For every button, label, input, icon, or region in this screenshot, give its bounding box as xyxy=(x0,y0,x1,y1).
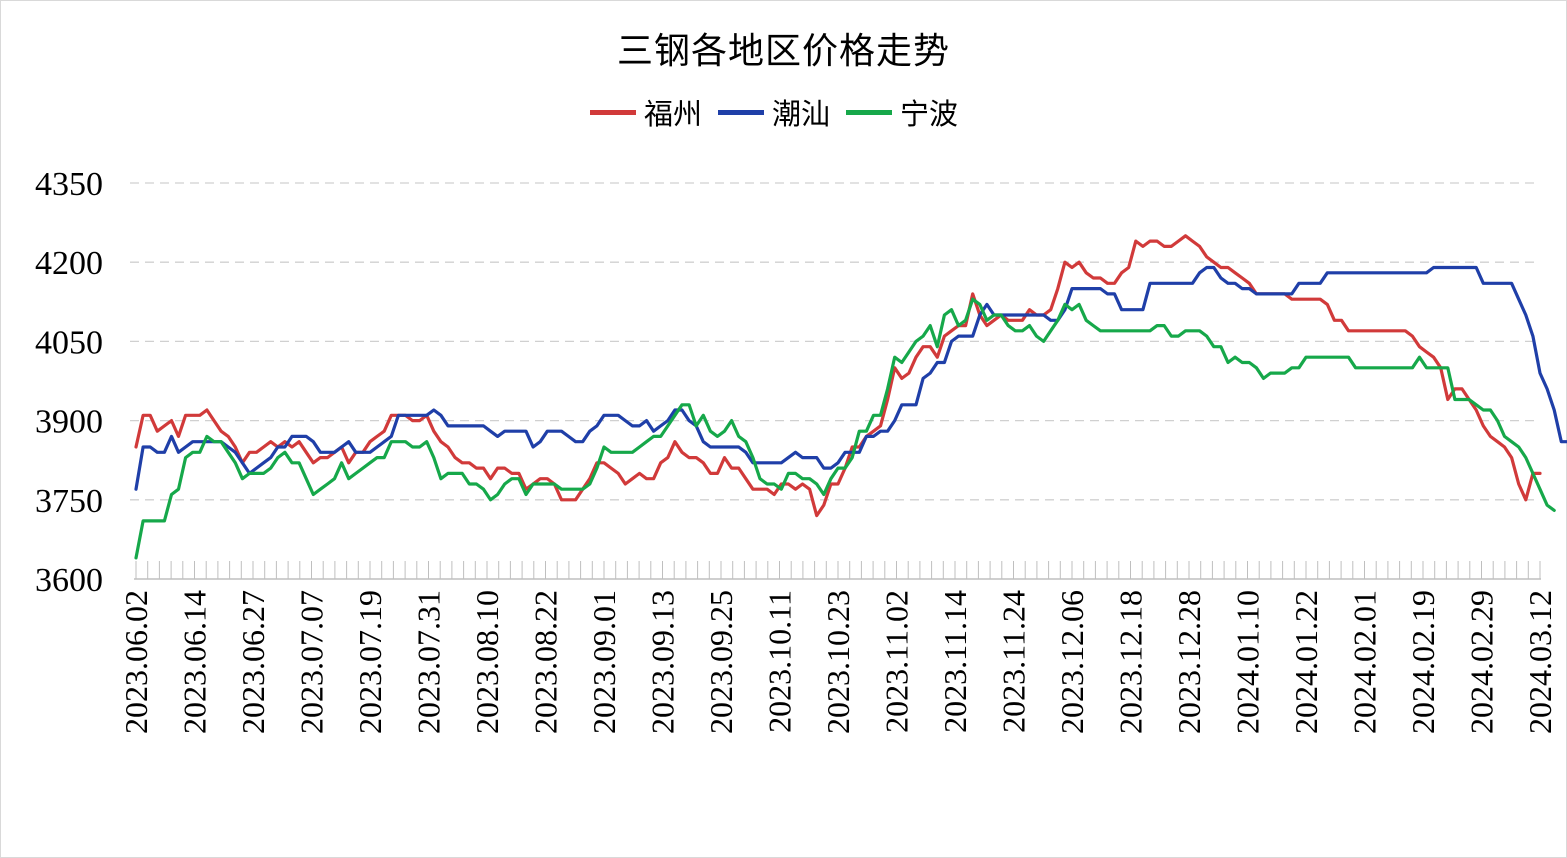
x-tick-label: 2024.02.29 xyxy=(1464,590,1500,734)
y-tick-label: 3600 xyxy=(35,562,103,599)
legend-swatch xyxy=(718,109,765,115)
y-tick-label: 3900 xyxy=(35,404,103,441)
x-tick-label: 2023.12.06 xyxy=(1054,590,1090,734)
x-tick-label: 2023.10.11 xyxy=(762,590,798,733)
series-line xyxy=(134,297,1556,560)
y-tick-label: 3750 xyxy=(35,483,103,520)
series-line xyxy=(134,265,1567,491)
x-tick-label: 2023.10.23 xyxy=(820,590,856,734)
x-tick-label: 2023.06.02 xyxy=(118,590,154,734)
y-tick-label: 4350 xyxy=(35,166,103,203)
series-line xyxy=(134,234,1542,518)
x-tick-label: 2024.01.10 xyxy=(1230,590,1266,734)
x-tick-label: 2023.11.14 xyxy=(937,590,973,733)
x-tick-label: 2023.08.10 xyxy=(469,590,505,734)
legend-label: 福州 xyxy=(644,97,703,131)
x-tick-label: 2024.03.12 xyxy=(1522,590,1558,734)
legend-swatch xyxy=(846,109,893,115)
x-tick-label: 2023.12.18 xyxy=(1113,590,1149,734)
x-tick-label: 2024.02.19 xyxy=(1405,590,1441,734)
legend-item: 潮汕 xyxy=(718,91,830,133)
x-tick-label: 2023.09.25 xyxy=(703,590,739,734)
x-tick-label: 2023.11.24 xyxy=(996,590,1032,733)
legend-item: 福州 xyxy=(590,91,702,133)
x-tick-label: 2023.06.14 xyxy=(177,590,213,734)
x-tick-label: 2023.07.19 xyxy=(352,590,388,734)
legend-item: 宁波 xyxy=(846,91,958,133)
x-tick-label: 2023.09.01 xyxy=(586,590,622,734)
legend-label: 宁波 xyxy=(900,97,959,131)
x-tick-label: 2023.11.02 xyxy=(879,590,915,733)
x-tick-label: 2024.01.22 xyxy=(1288,590,1324,734)
x-tick-label: 2024.02.01 xyxy=(1347,590,1383,734)
y-tick-label: 4200 xyxy=(35,245,103,282)
legend: 福州 潮汕 宁波 xyxy=(590,90,974,134)
x-tick-label: 2023.08.22 xyxy=(528,590,564,734)
legend-label: 潮汕 xyxy=(772,97,831,131)
x-tick-label: 2023.07.31 xyxy=(411,590,447,734)
x-tick-label: 2023.12.28 xyxy=(1171,590,1207,734)
y-tick-label: 4050 xyxy=(35,324,103,361)
legend-swatch xyxy=(590,109,636,115)
x-tick-label: 2023.09.13 xyxy=(645,590,681,734)
x-tick-label: 2023.07.07 xyxy=(294,590,330,734)
chart-title: 三钢各地区价格走势 xyxy=(616,31,950,72)
x-tick-label: 2023.06.27 xyxy=(235,590,271,734)
